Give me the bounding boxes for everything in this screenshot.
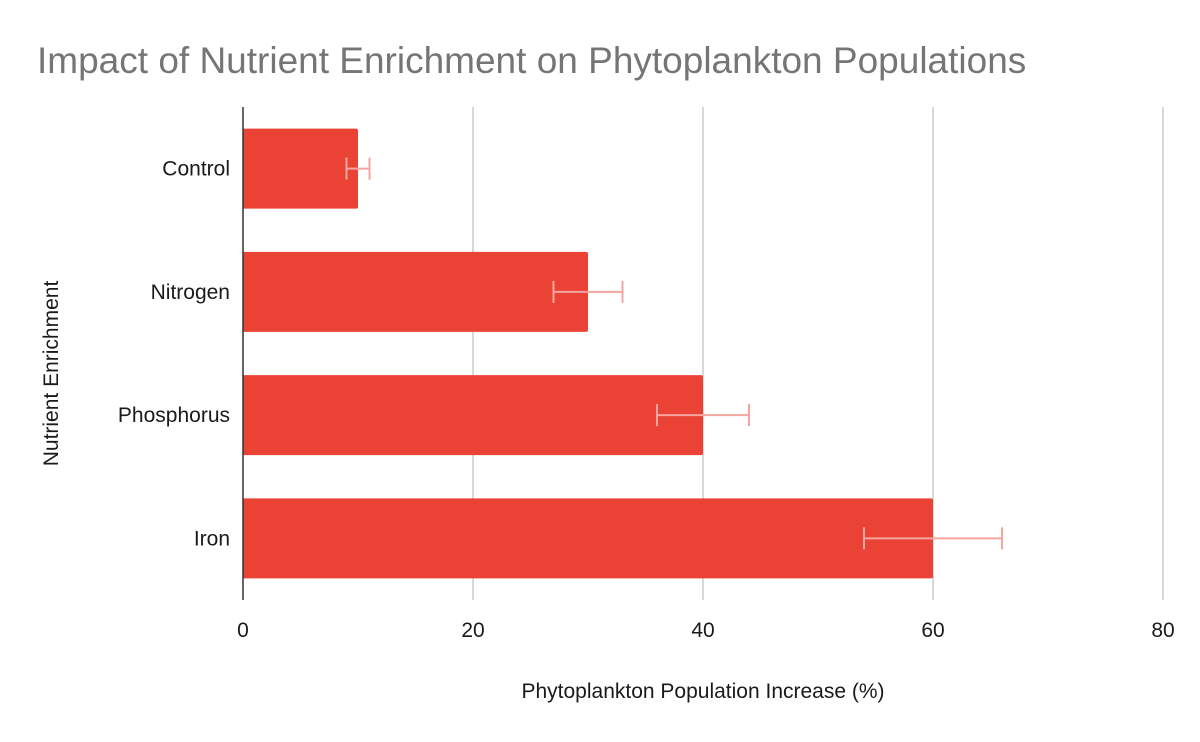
y-tick-label: Nitrogen xyxy=(151,281,230,304)
bar xyxy=(243,375,703,456)
y-axis-title: Nutrient Enrichment xyxy=(40,281,63,467)
error-bar xyxy=(552,280,624,303)
x-tick-label: 20 xyxy=(461,619,484,642)
y-tick-label: Iron xyxy=(194,527,230,550)
y-tick-label: Control xyxy=(162,158,230,181)
x-tick-label: 40 xyxy=(691,619,714,642)
x-tick-labels: 0 20 40 60 80 xyxy=(237,619,1175,642)
y-tick-label: Phosphorus xyxy=(118,404,230,427)
x-tick-label: 60 xyxy=(921,619,944,642)
error-bar xyxy=(863,527,1003,550)
bar xyxy=(243,498,933,579)
error-bar xyxy=(345,157,371,180)
y-tick-labels: Control Nitrogen Phosphorus Iron xyxy=(118,158,230,551)
error-bar xyxy=(656,404,750,427)
chart-title: Impact of Nutrient Enrichment on Phytopl… xyxy=(37,40,1027,81)
bars xyxy=(243,128,933,579)
x-tick-label: 0 xyxy=(237,619,249,642)
bar xyxy=(243,251,588,332)
bar xyxy=(243,128,358,209)
error-bars xyxy=(345,157,1003,550)
x-axis-title: Phytoplankton Population Increase (%) xyxy=(521,680,884,703)
x-tick-label: 80 xyxy=(1151,619,1174,642)
